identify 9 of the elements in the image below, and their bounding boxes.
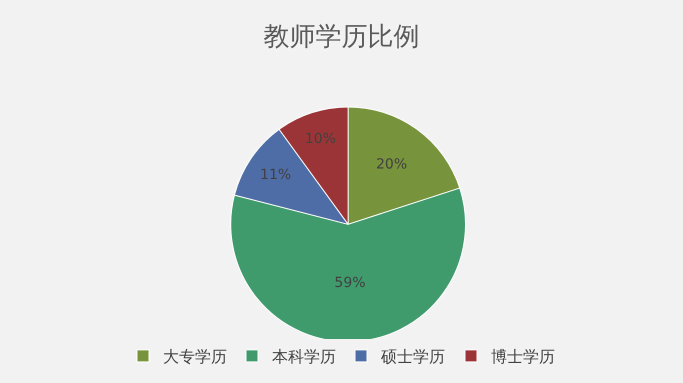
legend-label: 博士学历 (491, 347, 555, 366)
data-label: 59% (334, 274, 366, 291)
data-label: 11% (260, 167, 292, 184)
legend-label: 硕士学历 (380, 347, 445, 366)
chart-title: 教师学历比例 (264, 22, 420, 52)
data-label: 20% (376, 156, 408, 173)
legend-label: 本科学历 (272, 347, 336, 366)
legend-label: 大专学历 (163, 347, 227, 366)
data-label: 10% (304, 131, 336, 148)
